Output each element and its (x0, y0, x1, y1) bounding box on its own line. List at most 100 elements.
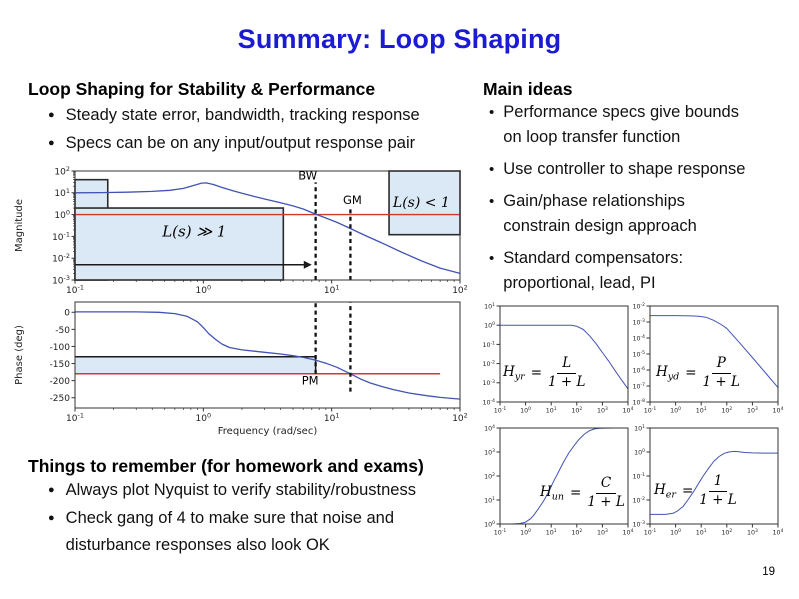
svg-text:10-2: 10-2 (482, 360, 495, 368)
svg-text:10-1: 10-1 (494, 406, 507, 414)
formula-equals: = (685, 365, 697, 382)
bode-magnitude-plot: 10-1 100 101 102 10-3 10-2 10-1 100 101 102 Magnit… (14, 165, 468, 296)
svg-text:100: 100 (520, 406, 531, 414)
gang-plot-cell-hun: 10-1 100 101 102 103 104 100 101 102 103 104 (478, 418, 648, 542)
formula-lhs: Hyr (503, 363, 525, 383)
svg-text:100: 100 (634, 448, 645, 456)
formula-equals: = (530, 365, 543, 382)
svg-text:102: 102 (452, 284, 468, 296)
svg-text:10-2: 10-2 (632, 302, 645, 310)
svg-text:GM: GM (343, 193, 362, 207)
formula-lhs: Hun (540, 483, 565, 503)
svg-text:10-2: 10-2 (632, 496, 645, 504)
svg-text:104: 104 (773, 528, 784, 536)
svg-text:103: 103 (597, 528, 608, 536)
bullet-item: ● Check gang of 4 to make sure that noise… (40, 505, 460, 559)
svg-text:101: 101 (546, 528, 557, 536)
svg-text:102: 102 (721, 406, 732, 414)
bullet-icon: • (489, 161, 495, 178)
svg-text:-50: -50 (55, 326, 70, 336)
svg-text:10-3: 10-3 (52, 274, 70, 286)
svg-text:10-1: 10-1 (52, 230, 70, 242)
bullet-item: ● Steady state error, bandwidth, tracking… (40, 102, 470, 129)
svg-text:102: 102 (452, 412, 468, 424)
svg-text:-100: -100 (50, 343, 71, 353)
svg-text:-200: -200 (50, 377, 71, 387)
svg-text:100: 100 (670, 528, 681, 536)
svg-text:10-8: 10-8 (632, 398, 645, 406)
bullet-item: • Performance specs give bounds on loop t… (487, 100, 787, 150)
svg-text:101: 101 (696, 528, 707, 536)
svg-text:104: 104 (773, 406, 784, 414)
svg-text:101: 101 (484, 496, 495, 504)
svg-text:10-3: 10-3 (482, 379, 495, 387)
page-number: 19 (762, 566, 775, 578)
svg-text:10-6: 10-6 (632, 366, 645, 374)
things-bullet-list: ● Always plot Nyquist to verify stability… (40, 477, 460, 560)
bullet-item: • Use controller to shape response (487, 157, 787, 182)
svg-text:102: 102 (54, 165, 70, 177)
formula-lhs: Her (654, 481, 676, 501)
svg-text:102: 102 (571, 528, 582, 536)
svg-text:102: 102 (484, 472, 495, 480)
bullet-icon: • (489, 250, 495, 267)
hyr-plot: 10-1 100 101 102 103 104 10-4 10-3 10-2 10-1 100 10… (482, 302, 633, 414)
page-title: Summary: Loop Shaping (237, 24, 562, 54)
svg-text:-250: -250 (50, 394, 71, 404)
things-heading: Things to remember (for homework and exa… (28, 456, 424, 476)
bullet-icon: ● (48, 109, 55, 121)
svg-text:Phase (deg): Phase (deg) (14, 325, 25, 385)
svg-text:100: 100 (484, 321, 495, 329)
svg-text:Magnitude: Magnitude (14, 199, 25, 252)
svg-text:10-1: 10-1 (644, 528, 657, 536)
hyd-plot: 10-1 100 101 102 103 104 10-8 10-7 10-6 10-5 10-4 1… (632, 302, 784, 414)
main-ideas-heading: Main ideas (483, 79, 573, 99)
svg-text:101: 101 (546, 406, 557, 414)
svg-text:103: 103 (597, 406, 608, 414)
svg-text:100: 100 (484, 520, 495, 528)
gang-plot-cell-hyd: 10-1 100 101 102 103 104 10-8 10-7 10-6 10-5 10-4 1… (628, 296, 798, 420)
svg-text:101: 101 (324, 412, 340, 424)
bullet-item: ● Always plot Nyquist to verify stability… (40, 477, 460, 504)
svg-text:101: 101 (634, 424, 645, 432)
gang-plot-cell-hyr: 10-1 100 101 102 103 104 10-4 10-3 10-2 10-1 100 10… (478, 296, 648, 420)
svg-text:10-1: 10-1 (632, 472, 645, 480)
svg-text:101: 101 (484, 302, 495, 310)
svg-text:L(s) ≫ 1: L(s) ≫ 1 (161, 222, 226, 240)
main-ideas-list: • Performance specs give bounds on loop t… (487, 100, 787, 303)
svg-text:103: 103 (747, 528, 758, 536)
svg-text:102: 102 (721, 528, 732, 536)
svg-text:102: 102 (571, 406, 582, 414)
bullet-icon: • (489, 104, 495, 121)
svg-text:PM: PM (302, 374, 319, 388)
formula-equals: = (570, 485, 582, 502)
svg-text:100: 100 (196, 284, 212, 296)
left-heading: Loop Shaping for Stability & Performance (28, 79, 376, 99)
svg-text:100: 100 (520, 528, 531, 536)
svg-text:10-4: 10-4 (482, 398, 495, 406)
svg-text:100: 100 (196, 412, 212, 424)
gang-plot-cell-her: 10-1 100 101 102 103 104 10-3 10-2 10-1 100 101 (628, 418, 798, 542)
svg-text:101: 101 (696, 406, 707, 414)
svg-text:103: 103 (747, 406, 758, 414)
svg-text:BW: BW (298, 169, 317, 183)
formula-equals: = (681, 483, 694, 500)
svg-text:104: 104 (623, 528, 634, 536)
svg-text:10-4: 10-4 (632, 334, 645, 342)
svg-text:10-1: 10-1 (494, 528, 507, 536)
svg-text:103: 103 (484, 448, 495, 456)
svg-text:101: 101 (54, 187, 70, 199)
svg-text:L(s) < 1: L(s) < 1 (392, 195, 450, 211)
svg-text:10-5: 10-5 (632, 350, 645, 358)
svg-text:10-2: 10-2 (52, 252, 70, 264)
svg-text:100: 100 (54, 209, 70, 221)
formula-lhs: Hyd (656, 363, 680, 383)
